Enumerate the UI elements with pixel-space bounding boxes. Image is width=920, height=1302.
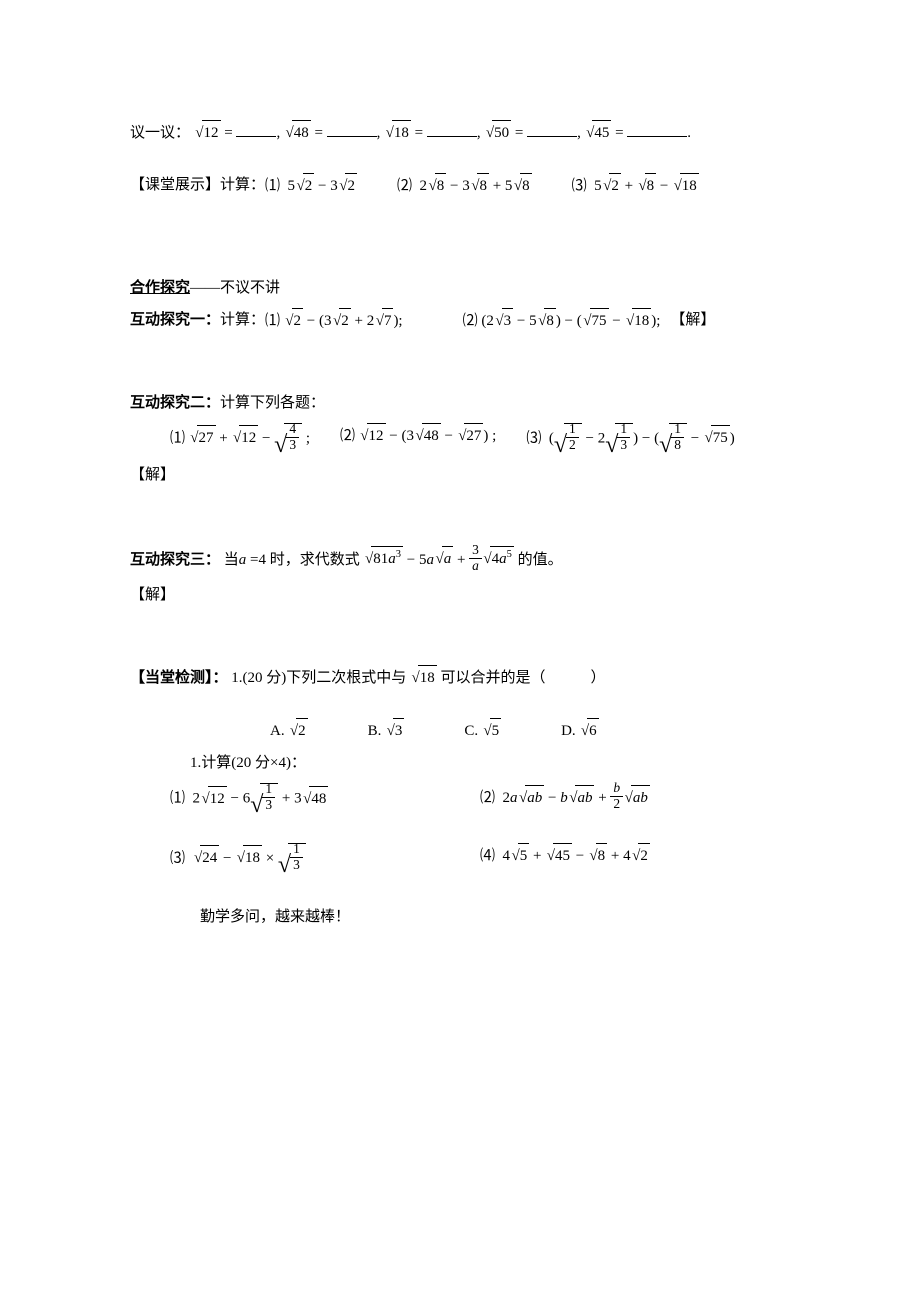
discuss-label: 议一议： <box>130 125 190 141</box>
inter2-label-line: 互动探究二：计算下列各题： <box>130 391 790 415</box>
inter2-answer: 【解】 <box>130 463 790 487</box>
opt-d: D. 6 <box>561 718 599 743</box>
blank <box>527 121 577 137</box>
inter2-problems: ⑴ 27 + 12 − √43 ; ⑵ 12 − (348 − 27) ; ⑶ … <box>130 423 790 455</box>
coop-heading: 合作探究——不议不讲 <box>130 276 790 300</box>
inter1-line: 互动探究一： 计算： ⑴ 2 − (32 + 27); ⑵ (23 − 58) … <box>130 308 790 333</box>
sqrt-12: 12 <box>194 120 221 145</box>
sqrt-50: 50 <box>484 120 511 145</box>
inter2-p3: ⑶ (√12 − 2√13) − (√18 − 75) <box>526 423 734 455</box>
check-q1-options: A. 2 B. 3 C. 5 D. 6 <box>130 718 790 743</box>
classroom-line: 【课堂展示】 计算： ⑴ 52 − 32 ⑵ 28 − 38 + 58 ⑶ 52… <box>130 173 790 198</box>
check-q2-prefix: 1.计算(20 分×4)： <box>130 751 790 775</box>
opt-b: B. 3 <box>368 718 405 743</box>
check-q1-line: 【当堂检测】： 1.(20 分)下列二次根式中与 18 可以合并的是（ ） <box>130 665 790 690</box>
inter2-p2: ⑵ 12 − (348 − 27) ; <box>340 423 496 448</box>
inter1-p2: ⑵ (23 − 58) − (75 − 18); <box>463 308 661 333</box>
sqrt-18: 18 <box>384 120 411 145</box>
opt-c: C. 5 <box>464 718 501 743</box>
inter1-p1: ⑴ 2 − (32 + 27); <box>265 308 403 333</box>
sqrt-45: 45 <box>585 120 612 145</box>
check-q2-row2: ⑶ 24 − 18 × √13 ⑷ 45 + 45 − 8 + 42 <box>130 843 790 875</box>
check-q2-p2: ⑵ 2aab − bab + b2ab <box>480 783 650 814</box>
inter2-p1: ⑴ 27 + 12 − √43 ; <box>170 423 310 455</box>
blank <box>427 121 477 137</box>
blank <box>627 121 687 137</box>
blank <box>327 121 377 137</box>
check-q2-p3: ⑶ 24 − 18 × √13 <box>170 843 480 875</box>
inter3-answer: 【解】 <box>130 583 790 607</box>
classroom-label: 【课堂展示】 <box>130 173 220 197</box>
classroom-p3: ⑶ 52 + 8 − 18 <box>572 173 699 198</box>
classroom-p2: ⑵ 28 − 38 + 58 <box>397 173 532 198</box>
inter3-line: 互动探究三： 当a =4 时，求代数式 81a3 − 5aa + 3a4a5 的… <box>130 545 790 576</box>
check-q2-row1: ⑴ 212 − 6√13 + 348 ⑵ 2aab − bab + b2ab <box>130 783 790 815</box>
footer-text: 勤学多问，越来越棒！ <box>130 905 790 929</box>
blank <box>236 121 276 137</box>
discuss-line: 议一议： 12 = , 48 = , 18 = , 50 = , 45 = . <box>130 120 790 145</box>
check-q2-p4: ⑷ 45 + 45 − 8 + 42 <box>480 843 650 868</box>
classroom-prefix: 计算： <box>220 173 265 197</box>
opt-a: A. 2 <box>270 718 308 743</box>
sqrt-48: 48 <box>284 120 311 145</box>
check-q2-p1: ⑴ 212 − 6√13 + 348 <box>170 783 480 815</box>
classroom-p1: ⑴ 52 − 32 <box>265 173 357 198</box>
